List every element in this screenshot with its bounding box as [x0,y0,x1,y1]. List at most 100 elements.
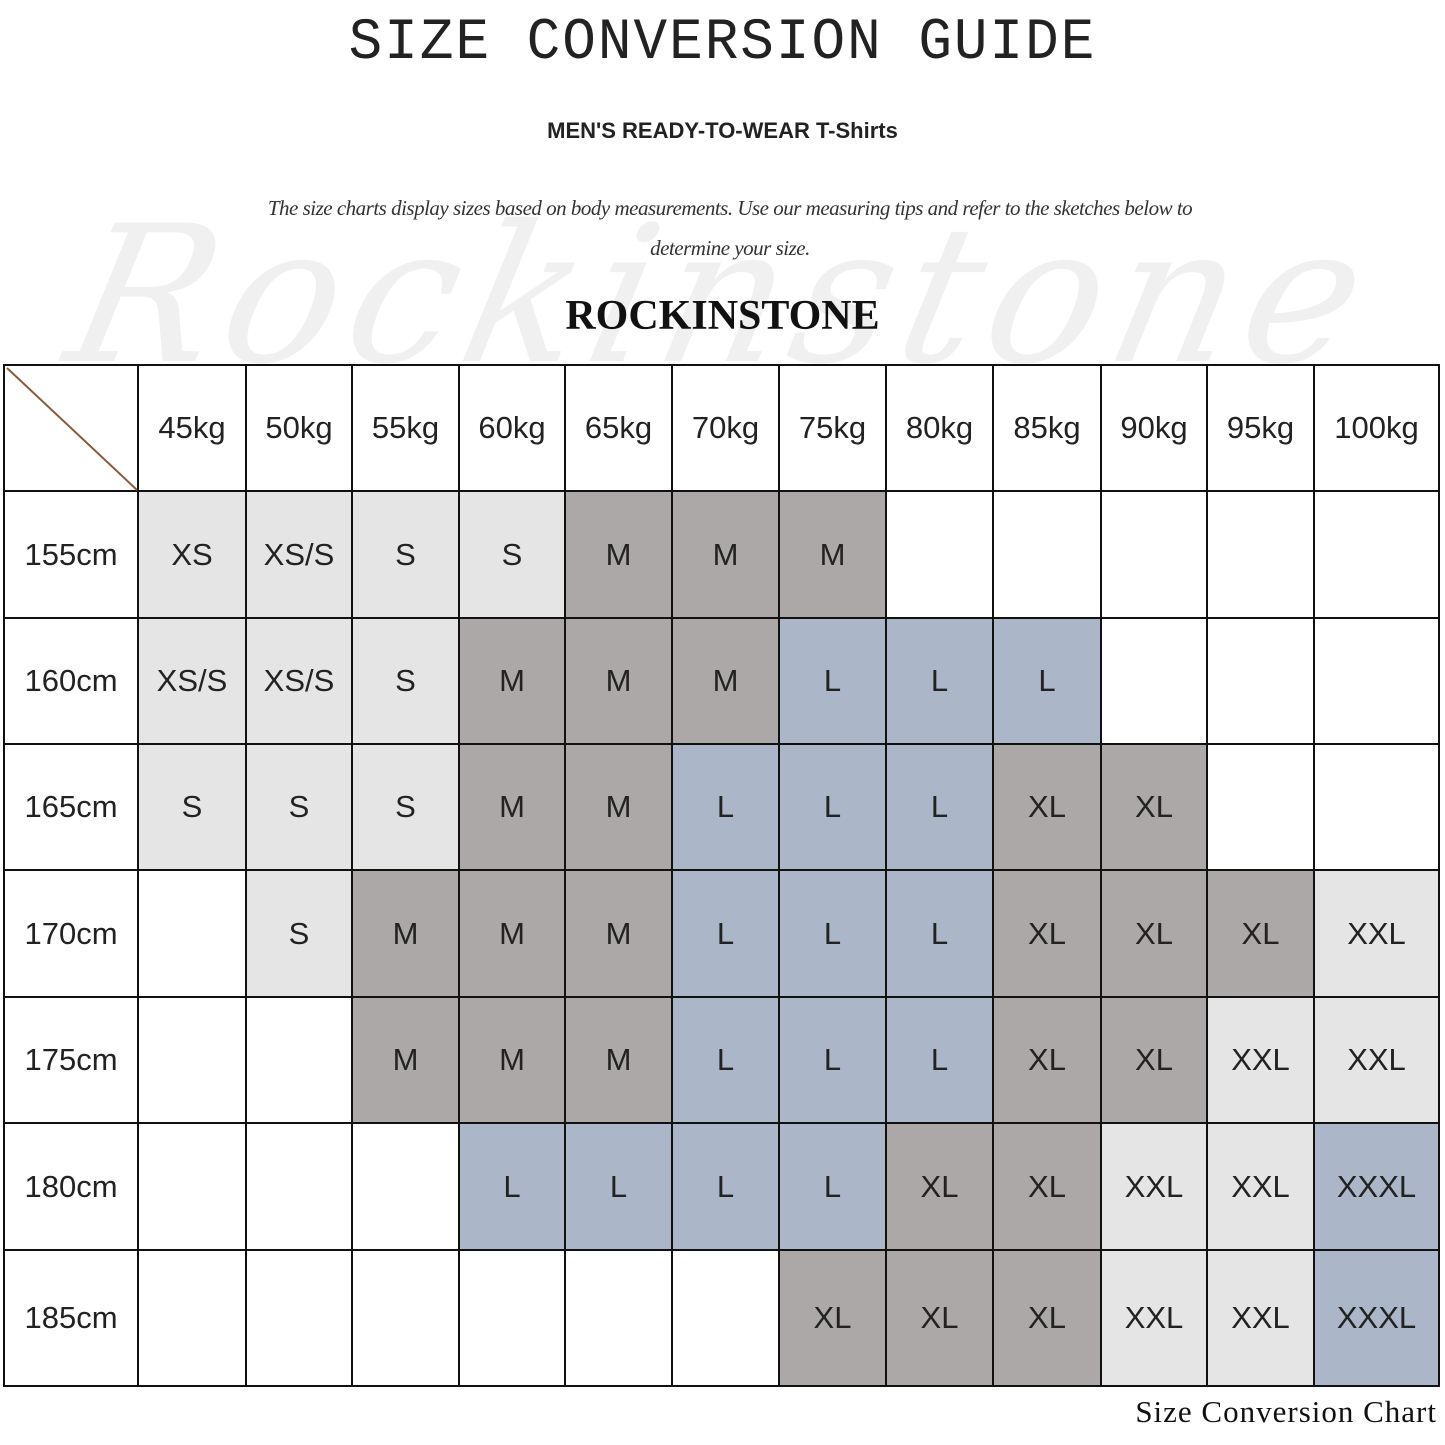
size-cell: L [778,996,887,1124]
size-cell: S [137,743,247,871]
size-cell: XL [992,869,1102,998]
size-cell: L [778,1122,887,1251]
height-header: 170cm [3,869,139,998]
size-cell: XXL [1206,1249,1315,1387]
size-cell: L [885,743,994,871]
size-cell [671,1249,780,1387]
weight-header: 50kg [245,364,353,492]
size-cell: XXL [1100,1122,1208,1251]
size-cell: L [778,743,887,871]
size-cell: M [671,490,780,619]
size-cell: XXXL [1313,1122,1440,1251]
weight-header: 65kg [564,364,673,492]
size-cell: XS/S [137,617,247,745]
size-cell [245,1249,353,1387]
table-row: 175cm M M M L L L XL XL XXL XXL [3,996,1440,1124]
size-cell: S [351,490,460,619]
size-cell: L [885,617,994,745]
size-cell: XXXL [1313,1249,1440,1387]
height-header: 180cm [3,1122,139,1251]
size-cell [885,490,994,619]
size-cell: M [564,490,673,619]
table-row: 160cm XS/S XS/S S M M M L L L [3,617,1440,745]
weight-header: 95kg [1206,364,1315,492]
size-cell [564,1249,673,1387]
size-cell: L [671,1122,780,1251]
size-cell: XS/S [245,617,353,745]
size-cell: XL [1100,996,1208,1124]
size-cell: L [778,617,887,745]
size-cell: M [458,869,566,998]
size-cell: L [885,869,994,998]
size-cell: XL [885,1122,994,1251]
table-row: 155cm XS XS/S S S M M M [3,490,1440,619]
size-cell [1206,490,1315,619]
size-cell [137,869,247,998]
size-cell [1313,743,1440,871]
table-row: 170cm S M M M L L L XL XL XL XXL [3,869,1440,998]
size-cell: L [671,743,780,871]
page-subtitle: MEN'S READY-TO-WEAR T-Shirts [547,118,898,143]
size-cell: M [351,996,460,1124]
size-cell: M [458,617,566,745]
size-cell: XXL [1206,996,1315,1124]
size-cell: XL [1100,869,1208,998]
height-header: 160cm [3,617,139,745]
size-cell: L [458,1122,566,1251]
size-cell [1100,490,1208,619]
size-cell: L [564,1122,673,1251]
weight-header: 75kg [778,364,887,492]
page-title: SIZE CONVERSION GUIDE [348,8,1097,76]
brand-name: ROCKINSTONE [565,293,880,339]
footer-caption: Size Conversion Chart [1135,1394,1437,1429]
size-cell: S [245,869,353,998]
size-cell: M [564,869,673,998]
height-header: 165cm [3,743,139,871]
size-cell [137,996,247,1124]
size-cell: XL [992,1249,1102,1387]
description: The size charts display sizes based on b… [267,196,1193,260]
size-cell [351,1122,460,1251]
size-cell [137,1249,247,1387]
size-cell: XL [1100,743,1208,871]
size-cell [245,1122,353,1251]
table-row: 185cm XL XL XL XXL XXL XXXL [3,1249,1440,1387]
size-cell: L [992,617,1102,745]
size-cell [1313,490,1440,619]
table-row: 165cm S S S M M L L L XL XL [3,743,1440,871]
size-cell: M [564,617,673,745]
size-cell: XS/S [245,490,353,619]
size-cell: L [671,996,780,1124]
size-cell: XXL [1206,1122,1315,1251]
size-cell: S [351,617,460,745]
size-cell: L [885,996,994,1124]
size-cell [992,490,1102,619]
header-row: 45kg 50kg 55kg 60kg 65kg 70kg 75kg 80kg 85kg 90kg… [3,364,1440,492]
size-cell [458,1249,566,1387]
height-header: 185cm [3,1249,139,1387]
size-cell: XXL [1313,869,1440,998]
size-cell: XL [885,1249,994,1387]
corner-cell [3,364,139,492]
size-cell [137,1122,247,1251]
size-cell: M [351,869,460,998]
size-cell: M [458,996,566,1124]
size-cell: XL [778,1249,887,1387]
size-cell: XXL [1100,1249,1208,1387]
size-cell [1206,617,1315,745]
table-row: 180cm L L L L XL XL XXL XXL XXXL [3,1122,1440,1251]
size-cell [1100,617,1208,745]
weight-header: 80kg [885,364,994,492]
size-cell: XL [992,996,1102,1124]
size-cell [1206,743,1315,871]
weight-header: 55kg [351,364,460,492]
weight-header: 45kg [137,364,247,492]
size-cell: XL [1206,869,1315,998]
size-cell: M [564,743,673,871]
size-cell [351,1249,460,1387]
weight-header: 70kg [671,364,780,492]
size-cell: XXL [1313,996,1440,1124]
size-cell: L [778,869,887,998]
size-cell: M [671,617,780,745]
weight-header: 100kg [1313,364,1440,492]
